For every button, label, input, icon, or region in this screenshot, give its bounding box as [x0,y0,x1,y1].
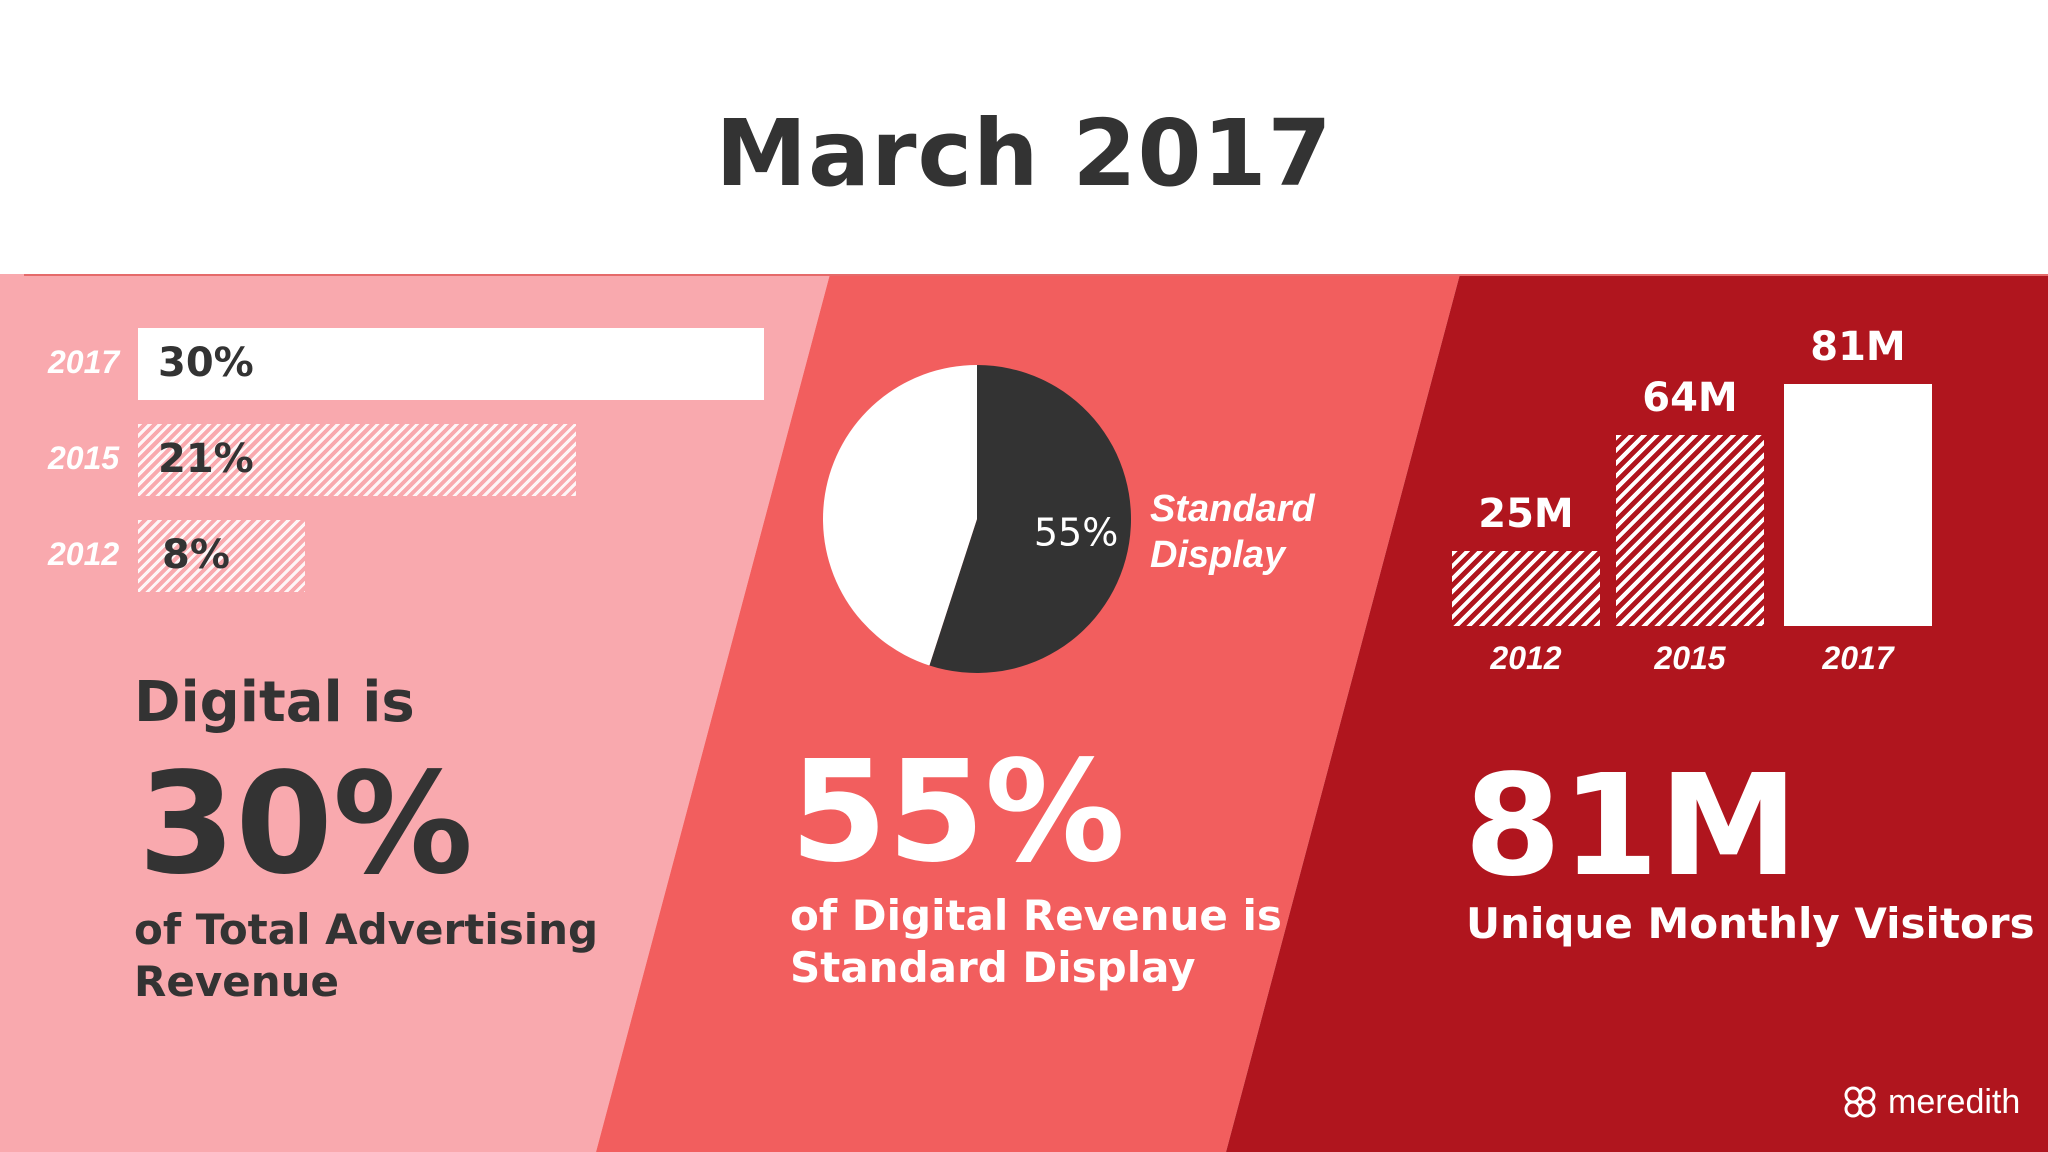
standard-display-caption: of Digital Revenue is Standard Display [790,890,1282,994]
meredith-logo-text: meredith [1888,1082,2021,1121]
visitors-big-value: 81M [1464,745,1799,908]
pie-slice-1 [823,365,977,666]
pie-legend-line2: Display [1150,534,1286,576]
panel-mid [596,274,1460,1152]
vbar-category-2015: 2015 [1654,640,1726,676]
digital-big-value: 30% [138,743,474,906]
standard-display-big-value: 55% [790,731,1126,894]
digital-caption: of Total Advertising Revenue [134,904,598,1008]
hbar-2015 [138,424,577,496]
hbar-label-2012: 8% [162,532,230,578]
vbar-label-2012: 25M [1478,491,1574,538]
digital-headline: Digital is [134,670,415,735]
hbar-label-2015: 21% [158,436,254,482]
pie-legend-line1: Standard [1150,488,1315,530]
hbar-category-2012: 2012 [48,536,120,572]
vbar-label-2015: 64M [1642,374,1738,421]
meredith-logo: meredith [1840,1082,2020,1122]
standard-display-pie-chart: 55% [823,365,1131,673]
pie-slice-0 [929,365,1131,673]
standard-display-caption-line2: Standard Display [790,943,1196,992]
meredith-logo-icon [1844,1086,1876,1118]
hbar-label-2017: 30% [158,340,254,386]
visitors-caption: Unique Monthly Visitors [1466,899,2035,948]
vbar-category-2017: 2017 [1822,640,1894,676]
vbar-label-2017: 81M [1810,324,1906,370]
vbar-2012 [1452,551,1600,626]
hbar-2012 [138,520,305,592]
hbar-category-2017: 2017 [48,344,120,380]
standard-display-caption-line1: of Digital Revenue is [790,891,1282,940]
hbar-category-2015: 2015 [48,440,120,476]
hbar-2017 [138,328,764,400]
digital-caption-line2: Revenue [134,957,339,1006]
pie-slice-label-0: 55% [1034,511,1118,555]
pie-legend: Standard Display [1150,486,1370,578]
vbar-2015 [1616,434,1764,626]
vbar-category-2012: 2012 [1490,640,1562,676]
vbar-2017 [1784,384,1932,626]
page-title: March 2017 [715,100,1333,207]
digital-caption-line1: of Total Advertising [134,905,599,954]
